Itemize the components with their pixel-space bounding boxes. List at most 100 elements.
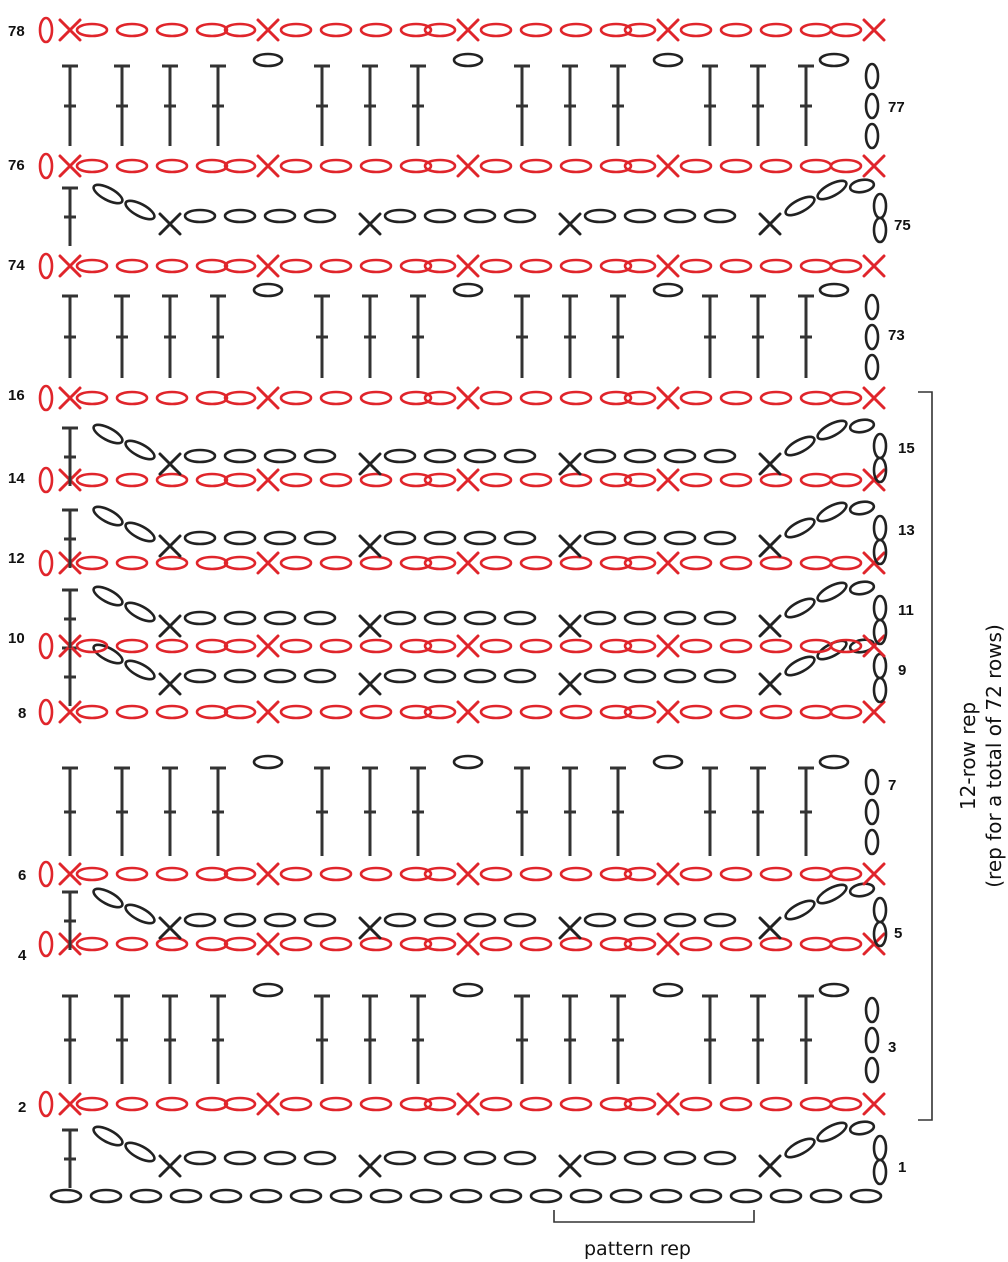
chain-stitch	[759, 866, 793, 882]
chain-stitch	[599, 258, 633, 274]
chain-stitch	[652, 982, 684, 998]
chain-stitch	[652, 52, 684, 68]
chain-stitch	[623, 912, 657, 928]
single-crochet-stitch	[158, 534, 182, 558]
chain-stitch	[279, 472, 313, 488]
double-crochet-stitch	[362, 994, 378, 1084]
chain-stitch	[183, 448, 217, 464]
single-crochet-stitch	[656, 468, 680, 492]
chain-stitch	[818, 754, 850, 770]
chain-stitch	[279, 555, 313, 571]
chain-stitch	[816, 419, 848, 441]
chain-stitch	[115, 866, 149, 882]
chain-stitch	[609, 1188, 643, 1204]
chain-stitch	[383, 448, 417, 464]
chain-stitch	[359, 555, 393, 571]
chain-stitch	[769, 1188, 803, 1204]
chain-stitch	[599, 866, 633, 882]
chain-stitch	[223, 912, 257, 928]
chain-stitch	[864, 768, 880, 796]
double-crochet-stitch	[410, 766, 426, 856]
double-crochet-stitch	[62, 64, 78, 146]
chain-stitch	[155, 22, 189, 38]
chain-stitch	[679, 390, 713, 406]
double-crochet-stitch	[798, 294, 814, 378]
chain-stitch	[719, 472, 753, 488]
chain-stitch	[759, 22, 793, 38]
double-crochet-stitch	[162, 994, 178, 1084]
chain-stitch	[519, 22, 553, 38]
chain-stitch	[124, 1141, 156, 1163]
chain-stitch	[679, 866, 713, 882]
row-label-73: 73	[888, 327, 905, 344]
chain-stitch	[383, 668, 417, 684]
chain-stitch	[559, 22, 593, 38]
chain-stitch	[623, 472, 657, 488]
chain-stitch	[479, 638, 513, 654]
chain-stitch	[279, 638, 313, 654]
chain-stitch	[263, 208, 297, 224]
double-crochet-stitch	[210, 766, 226, 856]
chain-stitch	[652, 754, 684, 770]
chain-stitch	[359, 390, 393, 406]
chain-stitch	[623, 936, 657, 952]
chain-stitch	[864, 996, 880, 1024]
chain-stitch	[719, 258, 753, 274]
chain-stitch	[279, 936, 313, 952]
chain-stitch	[319, 472, 353, 488]
chain-stitch	[872, 538, 888, 566]
double-crochet-stitch	[410, 294, 426, 378]
chain-stitch	[38, 860, 54, 888]
chain-stitch	[784, 1137, 816, 1159]
single-crochet-stitch	[456, 1092, 480, 1116]
chain-stitch	[383, 1150, 417, 1166]
chain-stitch	[872, 920, 888, 948]
pattern-rep-bracket	[553, 1210, 755, 1223]
chain-stitch	[559, 258, 593, 274]
chain-stitch	[599, 638, 633, 654]
chain-stitch	[399, 866, 433, 882]
chain-stitch	[663, 530, 697, 546]
chain-stitch	[599, 390, 633, 406]
chain-stitch	[195, 258, 229, 274]
chain-stitch	[829, 1096, 863, 1112]
chain-stitch	[223, 448, 257, 464]
chain-stitch	[399, 1096, 433, 1112]
chain-stitch	[623, 22, 657, 38]
single-crochet-stitch	[256, 18, 280, 42]
double-crochet-stitch	[610, 64, 626, 146]
chain-stitch	[703, 610, 737, 626]
chain-stitch	[452, 754, 484, 770]
chain-stitch	[369, 1188, 403, 1204]
chain-stitch	[809, 1188, 843, 1204]
chain-stitch	[92, 585, 124, 607]
chain-stitch	[252, 982, 284, 998]
chain-stitch	[703, 530, 737, 546]
chain-stitch	[519, 936, 553, 952]
chain-stitch	[799, 866, 833, 882]
chain-stitch	[848, 500, 876, 516]
chain-stitch	[816, 501, 848, 523]
single-crochet-stitch	[862, 700, 886, 724]
chain-stitch	[359, 1096, 393, 1112]
chain-stitch	[223, 936, 257, 952]
chain-stitch	[623, 668, 657, 684]
chain-stitch	[623, 208, 657, 224]
single-crochet-stitch	[456, 932, 480, 956]
double-crochet-stitch	[702, 994, 718, 1084]
double-crochet-stitch	[562, 64, 578, 146]
double-crochet-stitch	[62, 1128, 78, 1188]
chain-stitch	[263, 610, 297, 626]
chain-stitch	[359, 866, 393, 882]
chain-stitch	[38, 252, 54, 280]
chain-stitch	[829, 158, 863, 174]
chain-stitch	[829, 866, 863, 882]
double-crochet-stitch	[798, 994, 814, 1084]
chain-stitch	[195, 866, 229, 882]
single-crochet-stitch	[656, 634, 680, 658]
double-crochet-stitch	[162, 64, 178, 146]
chain-stitch	[195, 638, 229, 654]
chain-stitch	[759, 1096, 793, 1112]
chain-stitch	[303, 208, 337, 224]
chain-stitch	[784, 195, 816, 217]
